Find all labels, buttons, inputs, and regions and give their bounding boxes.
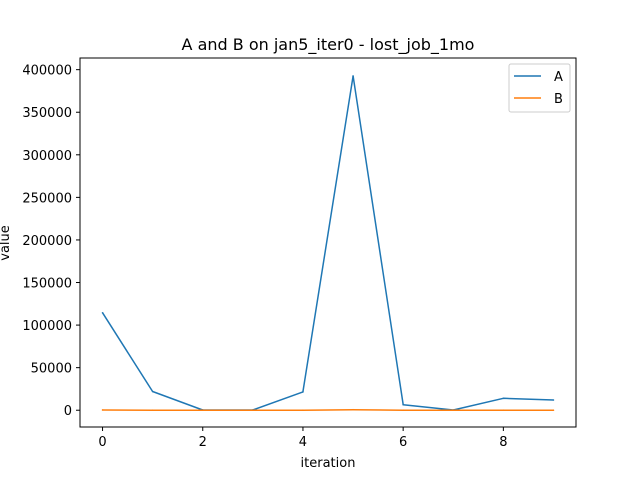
x-tick-label: 4 <box>299 435 307 450</box>
x-tick-label: 0 <box>98 435 106 450</box>
series-a-point <box>352 75 354 77</box>
series-b-point <box>201 409 204 412</box>
series-a-point <box>502 397 505 400</box>
x-axis: 0 2 4 6 8 <box>98 427 507 450</box>
series-b-point <box>101 409 104 411</box>
series-line-b <box>102 408 554 411</box>
y-tick-label: 200000 <box>22 234 72 249</box>
series-a-point <box>151 390 154 393</box>
series-b-point <box>552 409 555 412</box>
series-b-point <box>302 409 304 412</box>
series-b-point <box>452 409 455 412</box>
x-tick-label: 6 <box>399 435 407 450</box>
series-a-point <box>552 399 555 401</box>
chart-title: A and B on jan5_iter0 - lost_job_1mo <box>182 35 475 55</box>
series-b-point <box>252 409 254 412</box>
y-tick-label: 50000 <box>31 362 72 377</box>
plot-series <box>101 75 555 412</box>
y-axis-label: value <box>0 225 13 261</box>
y-tick-label: 100000 <box>22 319 72 334</box>
x-axis-label: iteration <box>301 456 356 471</box>
series-line-a <box>101 75 554 411</box>
legend-label-a: A <box>554 70 563 85</box>
y-tick-label: 0 <box>64 404 72 419</box>
y-tick-label: 300000 <box>22 149 72 164</box>
y-tick-label: 350000 <box>22 106 72 121</box>
x-tick-label: 8 <box>499 435 507 450</box>
series-b-point <box>502 409 505 412</box>
y-axis: 0 50000 100000 150000 200000 250000 300000 3500… <box>22 64 80 419</box>
y-tick-label: 250000 <box>22 191 72 206</box>
y-tick-label: 150000 <box>22 277 72 292</box>
x-tick-label: 2 <box>199 435 207 450</box>
series-a-point <box>302 391 304 393</box>
legend-label-b: B <box>554 92 563 107</box>
legend: AB <box>508 63 571 113</box>
plot-frame <box>79 57 577 428</box>
series-a-point <box>101 311 104 314</box>
series-a-point <box>402 403 404 406</box>
series-b-point <box>151 409 154 412</box>
y-tick-label: 400000 <box>22 64 72 79</box>
series-b-point <box>402 409 404 412</box>
series-b-point <box>352 408 354 411</box>
